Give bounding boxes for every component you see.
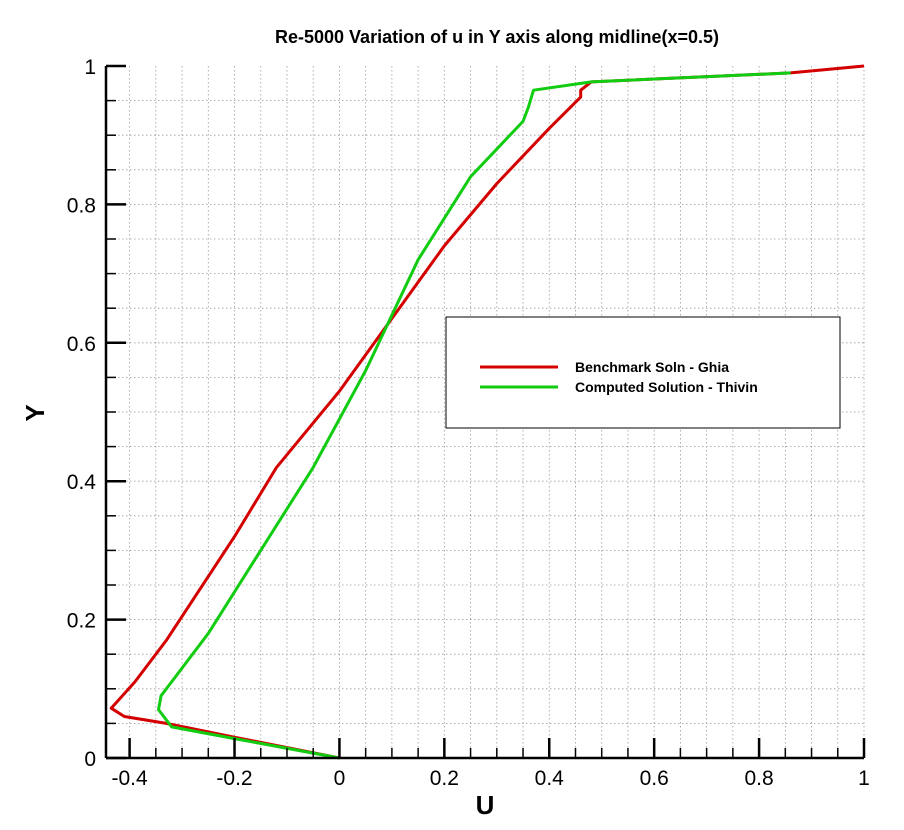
- x-axis-label: U: [476, 790, 495, 820]
- x-tick-label: 0.2: [430, 767, 459, 790]
- y-tick-label: 0.4: [67, 471, 97, 494]
- series-layer: [109, 64, 865, 760]
- x-tick-label: 0.8: [744, 767, 773, 790]
- y-tick-label: 1: [84, 56, 96, 79]
- x-tick-label: -0.4: [112, 767, 149, 790]
- y-tick-label: 0.2: [67, 610, 96, 633]
- x-tick-label: 1: [858, 767, 870, 790]
- ticks: 0 0.2 0.4 0.6 0.8 1 -0.4 -0.2 0 0.2 0.4 0.6 0.8 1: [67, 56, 870, 790]
- chart-title: Re-5000 Variation of u in Y axis along m…: [275, 27, 719, 47]
- x-tick-label: 0.4: [535, 767, 565, 790]
- y-tick-label: 0: [84, 748, 96, 771]
- x-tick-label: -0.2: [216, 767, 252, 790]
- grid: [106, 66, 865, 758]
- legend-box: [445, 316, 841, 429]
- series-computed-line: [157, 71, 791, 760]
- y-axis-label: Y: [20, 404, 50, 421]
- series-benchmark-line: [109, 64, 865, 760]
- legend: Benchmark Soln - Ghia Computed Solution …: [445, 316, 841, 429]
- y-tick-label: 0.8: [67, 194, 96, 217]
- x-tick-label: 0.6: [640, 767, 669, 790]
- legend-label-benchmark: Benchmark Soln - Ghia: [575, 359, 729, 375]
- y-tick-label: 0.6: [67, 333, 96, 356]
- x-tick-label: 0: [334, 767, 346, 790]
- legend-label-computed: Computed Solution - Thivin: [575, 379, 758, 395]
